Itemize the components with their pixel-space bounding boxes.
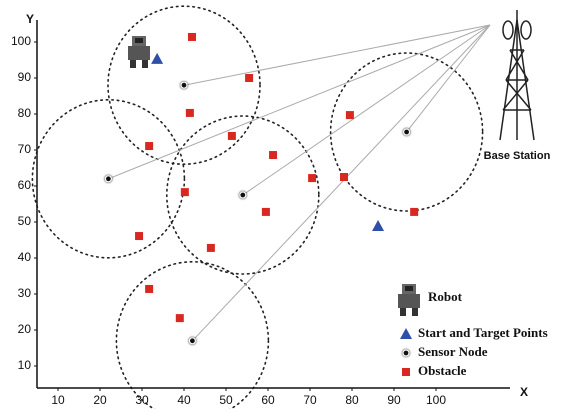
point <box>176 314 184 322</box>
legend-marker <box>400 328 412 339</box>
legend-label: Start and Target Points <box>418 325 548 340</box>
point <box>245 74 253 82</box>
base-station-label: Base Station <box>484 150 551 162</box>
y-axis-label: Y <box>26 12 34 26</box>
y-tick-label: 20 <box>18 322 32 336</box>
point <box>186 109 194 117</box>
link <box>184 25 490 85</box>
x-tick-label: 20 <box>93 393 107 407</box>
sensor-ranges <box>32 6 482 409</box>
robot-icon <box>128 36 150 68</box>
x-tick-label: 90 <box>387 393 401 407</box>
point <box>240 192 246 198</box>
y-tick-label: 60 <box>18 178 32 192</box>
point <box>188 33 196 41</box>
point <box>151 53 163 64</box>
legend-marker <box>403 350 409 356</box>
y-tick-label: 10 <box>18 358 32 372</box>
x-tick-label: 70 <box>303 393 317 407</box>
legend-marker <box>402 368 410 376</box>
x-tick-label: 100 <box>426 393 446 407</box>
point <box>269 151 277 159</box>
point <box>372 220 384 231</box>
x-tick-label: 80 <box>345 393 359 407</box>
base-station-icon <box>500 10 534 140</box>
point <box>404 129 410 135</box>
x-tick-label: 30 <box>135 393 149 407</box>
x-axis-label: X <box>520 385 528 399</box>
point <box>135 232 143 240</box>
y-tick-label: 40 <box>18 250 32 264</box>
y-tick-label: 100 <box>11 34 31 48</box>
link <box>407 25 490 132</box>
point <box>308 174 316 182</box>
point <box>228 132 236 140</box>
point <box>181 188 189 196</box>
point <box>346 111 354 119</box>
point <box>189 338 195 344</box>
y-tick-label: 70 <box>18 142 32 156</box>
y-tick-label: 50 <box>18 214 32 228</box>
robot-legend-icon <box>398 284 420 316</box>
point <box>262 208 270 216</box>
point <box>145 285 153 293</box>
x-tick-label: 40 <box>177 393 191 407</box>
legend-label: Obstacle <box>418 363 467 378</box>
point <box>340 173 348 181</box>
point <box>145 142 153 150</box>
legend-label: Robot <box>428 289 463 304</box>
point <box>181 82 187 88</box>
diagram: X Y Base Station Robot Start and Target … <box>0 0 576 409</box>
legend-label: Sensor Node <box>418 344 488 359</box>
y-tick-label: 90 <box>18 70 32 84</box>
point <box>207 244 215 252</box>
point <box>410 208 418 216</box>
x-tick-label: 50 <box>219 393 233 407</box>
point <box>105 176 111 182</box>
x-tick-label: 10 <box>51 393 65 407</box>
y-tick-label: 80 <box>18 106 32 120</box>
y-tick-label: 30 <box>18 286 32 300</box>
legend: Start and Target Points Sensor Node Obstac… <box>400 325 548 378</box>
x-tick-label: 60 <box>261 393 275 407</box>
